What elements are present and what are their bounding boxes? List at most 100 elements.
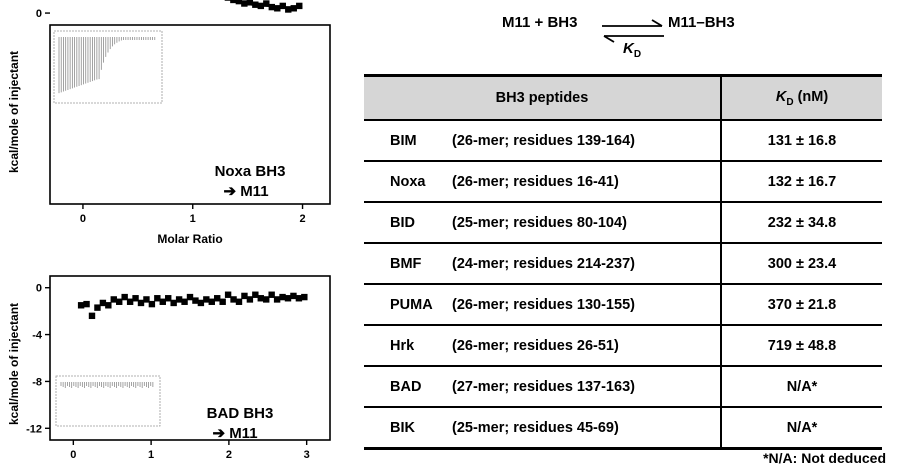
annotation-line-1: Noxa BH3 (215, 163, 286, 180)
data-point (279, 2, 286, 10)
plot-border (49, 275, 331, 441)
data-point (224, 0, 232, 1)
peptide-name: BID (390, 214, 415, 231)
data-point (263, 296, 270, 303)
data-point (235, 0, 243, 5)
data-point (296, 2, 303, 10)
data-point (170, 299, 177, 307)
annotation-line-2: ➔ M11 (212, 425, 257, 442)
table-row: BIK (25-mer; residues 45-69) N/A* (364, 407, 882, 450)
peptide-name: Noxa (390, 173, 426, 190)
peptide-cell: PUMA (26-mer; residues 130-155) (364, 284, 721, 326)
data-point (290, 5, 297, 12)
y-tick-label: -4 (32, 330, 43, 342)
y-tick-label: -8 (32, 376, 42, 388)
peptide-cell: Hrk (26-mer; residues 26-51) (364, 325, 721, 367)
data-point (279, 293, 286, 301)
header-kd: KD (nM) (720, 74, 882, 121)
footnote: *N/A: Not deduced (763, 450, 886, 466)
data-point (83, 300, 90, 308)
data-point (290, 292, 297, 300)
header-kd-unit: (nM) (793, 88, 829, 105)
data-point (274, 5, 281, 12)
y-tick-label: 0 (36, 8, 42, 20)
header-peptides: BH3 peptides (364, 74, 721, 121)
x-tick-label: 0 (70, 449, 76, 461)
raw-thermogram-inset (55, 375, 161, 427)
data-point (105, 302, 112, 309)
table-row: BAD (27-mer; residues 137-163) N/A* (364, 366, 882, 408)
table-row: BIM (26-mer; residues 139-164) 131 ± 16.8 (364, 120, 882, 162)
data-points (224, 0, 303, 13)
data-point (132, 295, 139, 302)
data-point (110, 296, 117, 303)
kd-value: 370 ± 21.8 (720, 284, 882, 326)
kd-symbol: K (623, 40, 634, 57)
tick-labels: 0 1 2 3 0 -4 -8 -12 (26, 283, 310, 461)
x-tick-label: 1 (148, 449, 154, 461)
kd-subscript: D (633, 49, 642, 60)
x-tick-label: 0 (80, 213, 86, 225)
data-point (77, 302, 85, 309)
data-point (273, 296, 281, 303)
data-point (252, 1, 259, 8)
kd-table: BH3 peptides KD (nM) BIM (26-mer; residue… (364, 74, 882, 450)
table-row: Hrk (26-mer; residues 26-51) 719 ± 48.8 (364, 325, 882, 367)
data-point (285, 6, 292, 13)
data-point (94, 304, 101, 311)
peptide-name: PUMA (390, 296, 433, 313)
equation-kd: KD (623, 40, 641, 60)
data-point (148, 300, 156, 308)
data-point (181, 298, 188, 305)
kd-value: 300 ± 23.4 (720, 243, 882, 285)
kd-value: 132 ± 16.7 (720, 161, 882, 203)
data-point (116, 298, 123, 305)
data-point (88, 312, 96, 320)
x-tick-label: 3 (304, 449, 310, 461)
peptide-detail: (24-mer; residues 214-237) (452, 255, 635, 272)
table-row: BMF (24-mer; residues 214-237) 300 ± 23.4 (364, 243, 882, 285)
data-point (121, 293, 128, 301)
equation-left: M11 + BH3 (502, 14, 578, 31)
data-point (224, 291, 232, 298)
header-kd-symbol: K (775, 88, 787, 105)
x-tick-label: 2 (299, 213, 305, 225)
data-point (257, 2, 265, 10)
x-tick-label: 1 (190, 213, 196, 225)
kd-value: 719 ± 48.8 (720, 325, 882, 367)
peptide-detail: (26-mer; residues 130-155) (452, 296, 635, 313)
data-point (143, 296, 150, 303)
y-tick-label: -12 (26, 423, 42, 435)
peptide-cell: BID (25-mer; residues 80-104) (364, 202, 721, 244)
data-point (235, 298, 243, 305)
table-row: Noxa (26-mer; residues 16-41) 132 ± 16.7 (364, 161, 882, 203)
plot-frame (45, 275, 331, 445)
kd-value: N/A* (720, 407, 882, 450)
kd-value: 131 ± 16.8 (720, 120, 882, 162)
table-row: BID (25-mer; residues 80-104) 232 ± 34.8 (364, 202, 882, 244)
annotation-line-1: BAD BH3 (207, 405, 274, 422)
peptide-name: BIK (390, 419, 415, 436)
data-point (268, 3, 276, 11)
itc-chart-bad: 0 1 2 3 0 -4 -8 -12 BAD BH3 ➔ M11 kcal/mole of … (7, 275, 331, 461)
data-point (192, 297, 199, 304)
data-point (246, 0, 254, 6)
peptide-detail: (25-mer; residues 80-104) (452, 214, 627, 231)
data-point (241, 292, 248, 300)
peptide-cell: BIK (25-mer; residues 45-69) (364, 407, 721, 450)
peptide-name: BAD (390, 378, 422, 395)
peptide-detail: (25-mer; residues 45-69) (452, 419, 619, 436)
data-point (246, 296, 254, 303)
data-point (208, 298, 215, 305)
kd-value: N/A* (720, 366, 882, 408)
plot-border (49, 24, 331, 205)
data-point (263, 0, 270, 7)
peptide-detail: (26-mer; residues 139-164) (452, 132, 635, 149)
peptide-cell: BAD (27-mer; residues 137-163) (364, 366, 721, 408)
peptide-cell: BIM (26-mer; residues 139-164) (364, 120, 721, 162)
data-point (99, 299, 107, 307)
data-point (252, 291, 259, 298)
equilibrium-arrows-icon (602, 19, 664, 43)
